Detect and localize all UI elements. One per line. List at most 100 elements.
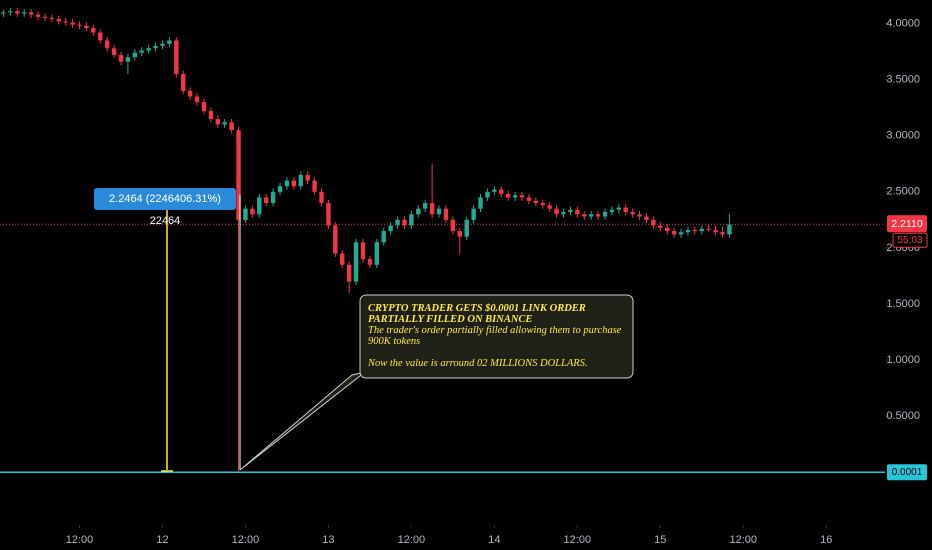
candle-body: [727, 224, 732, 235]
candle-body: [492, 189, 497, 192]
candle-body: [243, 208, 248, 220]
candle-body: [588, 214, 594, 217]
candle-body: [450, 219, 456, 232]
candle-body: [111, 48, 117, 55]
y-tick-label: 3.0000: [886, 130, 920, 142]
candle-body: [512, 195, 518, 198]
candle-body: [685, 229, 691, 233]
x-tick-label: 12:00: [729, 534, 757, 546]
candle-body: [374, 242, 380, 265]
horizontal-line-label: 0.0001: [892, 467, 923, 478]
y-tick-label: 2.5000: [886, 186, 920, 198]
candle-body: [623, 207, 628, 213]
annotation-title: CRYPTO TRADER GETS $0.0001 LINK ORDER PA…: [368, 303, 586, 325]
candle-body: [84, 25, 89, 29]
candle-body: [499, 189, 504, 195]
candle-body: [49, 17, 55, 20]
candle-body: [346, 264, 352, 282]
candle-body: [56, 19, 61, 22]
y-tick-label: 1.5000: [886, 298, 920, 310]
candle-body: [201, 102, 207, 112]
candle-body: [388, 225, 393, 232]
callout-tail: [239, 371, 366, 471]
candle-body: [665, 227, 670, 232]
x-tick-label: 12:00: [564, 534, 592, 546]
candle-body: [526, 197, 532, 201]
candle-body: [436, 208, 442, 215]
candle-body: [257, 197, 262, 215]
candle-body: [533, 200, 539, 204]
y-tick-label: 0.5000: [886, 410, 920, 422]
candle-body: [146, 48, 151, 51]
y-tick-label: 1.0000: [886, 354, 920, 366]
candle-body: [1, 12, 6, 14]
candle-body: [174, 40, 179, 75]
candle-body: [353, 242, 359, 282]
candle-body: [630, 212, 635, 215]
candle-body: [132, 52, 138, 58]
candle-body: [104, 40, 110, 49]
candle-body: [699, 228, 704, 232]
candle-body: [429, 203, 435, 215]
candle-body: [194, 96, 200, 103]
candle-body: [637, 214, 642, 217]
candle-body: [28, 12, 34, 15]
candle-body: [547, 205, 552, 209]
countdown-box: [892, 232, 928, 248]
candle-body: [208, 111, 214, 119]
candle-body: [35, 14, 41, 17]
candle-body: [340, 253, 345, 265]
candle-body: [595, 214, 601, 217]
x-tick-label: 13: [322, 534, 334, 546]
candle-body: [298, 175, 303, 187]
candle-body: [575, 209, 580, 215]
candle-body: [381, 231, 386, 243]
candle-body: [15, 11, 20, 14]
candle-body: [561, 212, 566, 215]
x-tick-label: 12:00: [232, 534, 260, 546]
candle-body: [118, 54, 124, 62]
candle-body: [167, 40, 172, 44]
y-tick-label: 4.0000: [886, 17, 920, 29]
x-tick-label: 12: [156, 534, 168, 546]
candle-body: [236, 130, 241, 220]
candle-body: [720, 232, 725, 235]
candle-body: [360, 242, 366, 260]
candle-body: [250, 208, 255, 215]
candle-body: [63, 21, 68, 23]
last-price-box: [887, 215, 927, 233]
candle-body: [478, 197, 483, 209]
x-tick-label: 16: [820, 534, 832, 546]
annotation-line: The trader's order partially filled allo…: [368, 325, 622, 347]
countdown: 55:03: [897, 235, 922, 246]
last-price-label: 2.2110: [891, 218, 922, 230]
candle-body: [658, 225, 663, 228]
candle-body: [692, 229, 698, 232]
candle-body: [229, 122, 234, 131]
candle-body: [42, 16, 48, 18]
candle-body: [519, 195, 525, 198]
candle-body: [326, 203, 331, 226]
candle-body: [277, 186, 283, 192]
candle-body: [98, 32, 103, 41]
candle-body: [457, 231, 462, 237]
candle-body: [319, 191, 324, 204]
candle-body: [284, 180, 290, 187]
candle-body: [582, 214, 587, 217]
candle-body: [616, 207, 622, 210]
candle-body: [291, 180, 297, 187]
candle-body: [568, 209, 573, 213]
candle-body: [706, 228, 711, 230]
candle-body: [554, 208, 559, 215]
candle-body: [678, 232, 684, 235]
candle-body: [153, 45, 158, 49]
candle-body: [644, 216, 649, 220]
callout-box: [359, 294, 634, 379]
candle-body: [270, 191, 276, 204]
candle-body: [402, 219, 407, 226]
x-tick-label: 12:00: [66, 534, 94, 546]
candle-body: [70, 22, 75, 25]
candle-body: [139, 50, 144, 53]
x-tick-label: 15: [654, 534, 666, 546]
